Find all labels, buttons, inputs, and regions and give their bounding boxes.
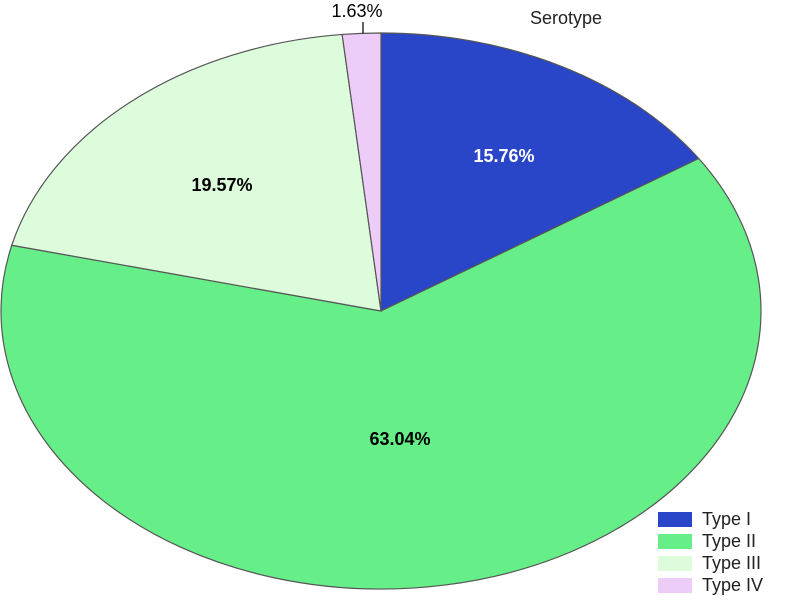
legend-swatch [658,577,692,593]
legend-label: Type II [702,530,757,551]
legend-label: Type III [702,552,762,573]
data-label: 63.04% [369,429,430,449]
legend: Type I Type II Type III Type IV [658,508,763,596]
legend-label: Type IV [702,574,764,595]
pie-slice-type-i [380,32,700,312]
legend-title: Serotype [530,8,603,28]
legend-item-type-ii: Type II [658,530,763,552]
legend-label: Type I [702,508,752,529]
pie-slice-type-iii [10,33,382,312]
legend-item-type-i: Type I [658,508,763,530]
pie-labels: 15.76% 63.04% 19.57% 1.63% [191,1,534,449]
pie-slice-type-ii [0,157,762,590]
legend-swatch [658,533,692,549]
legend-swatch [658,555,692,571]
legend-item-type-iv: Type IV [658,574,763,596]
data-label: 19.57% [191,175,252,195]
legend-item-type-iii: Type III [658,552,763,574]
data-label: 1.63% [331,1,382,21]
pie-slices [0,32,762,590]
pie-slice-type-iv [341,32,382,312]
legend-swatch [658,511,692,527]
data-label: 15.76% [473,146,534,166]
